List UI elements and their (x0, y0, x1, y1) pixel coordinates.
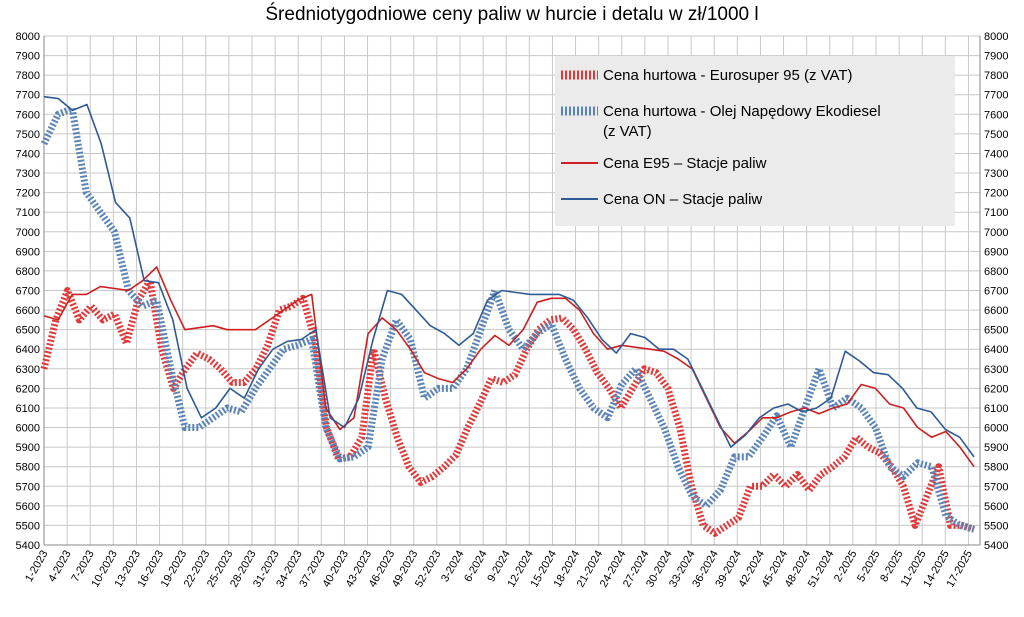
series-line-1 (40, 277, 976, 537)
y-tick-label-right: 7000 (984, 227, 1008, 239)
y-tick-label-right: 7700 (984, 90, 1008, 102)
y-tick-label-right: 6600 (984, 305, 1008, 317)
y-tick-label-right: 6500 (984, 325, 1008, 337)
y-tick-label-left: 6700 (16, 286, 40, 298)
y-tick-label-right: 6900 (984, 246, 1008, 258)
y-tick-label-left: 7500 (16, 129, 40, 141)
y-tick-label-right: 7800 (984, 70, 1008, 82)
y-tick-label-left: 5700 (16, 481, 40, 493)
y-tick-label-left: 6300 (16, 364, 40, 376)
y-tick-label-right: 5800 (984, 462, 1008, 474)
legend-label-1: Cena hurtowa - Eurosuper 95 (z VAT) (603, 67, 853, 84)
series-line-3 (43, 266, 975, 468)
y-tick-label-left: 5800 (16, 462, 40, 474)
y-tick-label-right: 7900 (984, 51, 1008, 63)
gridlines (43, 35, 980, 546)
y-tick-label-left: 7000 (16, 227, 40, 239)
y-tick-label-right: 6100 (984, 403, 1008, 415)
y-tick-label-left: 6400 (16, 344, 40, 356)
chart-title: Średniotygodniowe ceny paliw w hurcie i … (265, 3, 758, 25)
y-tick-label-left: 6200 (16, 383, 40, 395)
y-tick-label-right: 6800 (984, 266, 1008, 278)
y-tick-label-right: 6700 (984, 286, 1008, 298)
y-tick-label-left: 7600 (16, 109, 40, 121)
y-tick-label-left: 7700 (16, 90, 40, 102)
legend-label-3: Cena E95 – Stacje paliw (603, 155, 767, 172)
y-tick-label-right: 5400 (984, 540, 1008, 552)
legend-background (555, 56, 955, 226)
y-tick-label-right: 7500 (984, 129, 1008, 141)
y-tick-label-right: 5500 (984, 520, 1008, 532)
y-tick-label-right: 6000 (984, 423, 1008, 435)
y-tick-label-right: 6200 (984, 383, 1008, 395)
y-tick-label-left: 5900 (16, 442, 40, 454)
y-tick-label-right: 6300 (984, 364, 1008, 376)
legend-label-4: Cena ON – Stacje paliw (603, 191, 762, 208)
y-tick-label-right: 5700 (984, 481, 1008, 493)
y-tick-label-right: 7600 (984, 109, 1008, 121)
y-tick-label-right: 5900 (984, 442, 1008, 454)
y-tick-label-right: 6400 (984, 344, 1008, 356)
y-tick-label-left: 7300 (16, 168, 40, 180)
y-tick-label-left: 6800 (16, 266, 40, 278)
y-tick-label-left: 7900 (16, 51, 40, 63)
y-tick-label-left: 5500 (16, 520, 40, 532)
y-tick-label-left: 7100 (16, 207, 40, 219)
y-tick-label-left: 7400 (16, 148, 40, 160)
y-tick-label-left: 7800 (16, 70, 40, 82)
y-tick-label-right: 7100 (984, 207, 1008, 219)
series-lines (40, 95, 976, 537)
y-tick-label-left: 6500 (16, 325, 40, 337)
y-tick-label-right: 5600 (984, 501, 1008, 513)
series-line-4 (43, 95, 975, 458)
y-tick-label-right: 7200 (984, 188, 1008, 200)
y-tick-label-left: 6000 (16, 423, 40, 435)
y-tick-label-left: 6100 (16, 403, 40, 415)
y-tick-label-left: 6600 (16, 305, 40, 317)
y-tick-label-right: 7300 (984, 168, 1008, 180)
y-tick-label-left: 6900 (16, 246, 40, 258)
y-tick-label-right: 8000 (984, 31, 1008, 43)
legend-label-2: Cena hurtowa - Olej Napędowy Ekodiesel (z… (603, 103, 881, 140)
y-tick-label-left: 8000 (16, 31, 40, 43)
y-tick-label-left: 5400 (16, 540, 40, 552)
y-tick-label-left: 7200 (16, 188, 40, 200)
y-tick-label-right: 7400 (984, 148, 1008, 160)
legend: Cena hurtowa - Eurosuper 95 (z VAT) Cena … (555, 56, 955, 226)
y-tick-label-left: 5600 (16, 501, 40, 513)
